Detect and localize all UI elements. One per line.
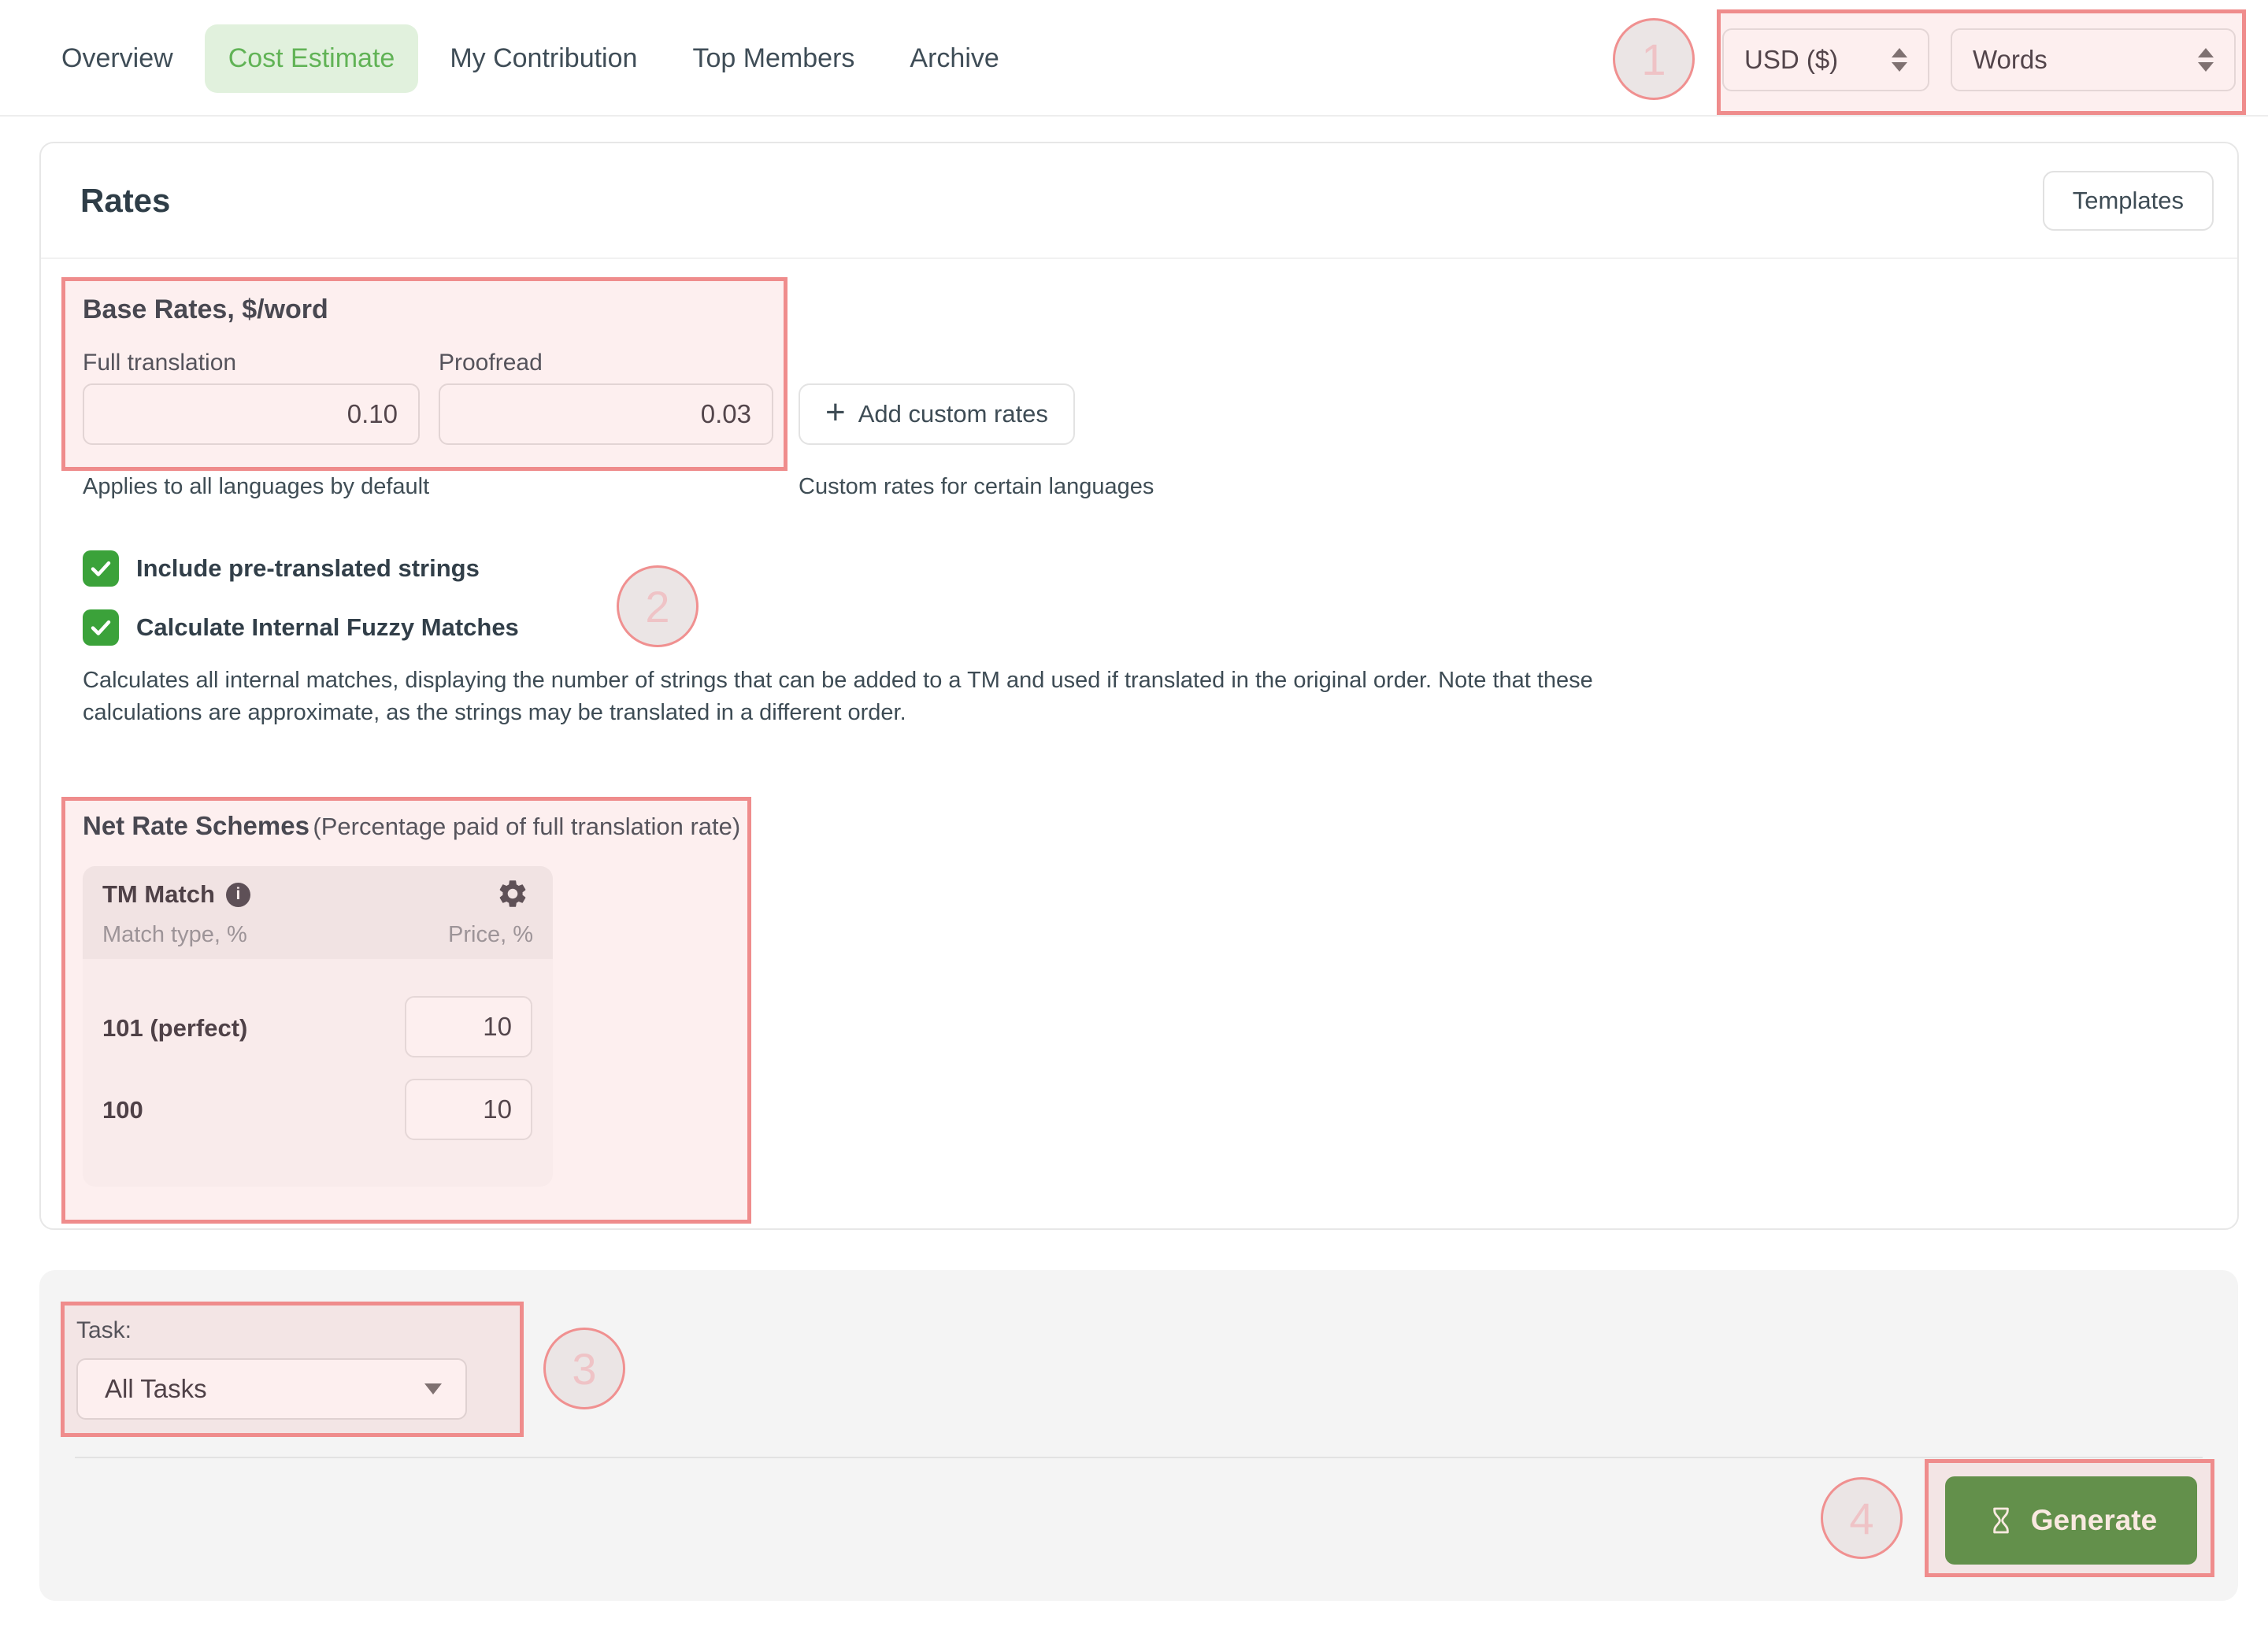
annotation-circle-4: 4 (1821, 1477, 1903, 1559)
hourglass-icon (1993, 1507, 2009, 1534)
proofread-rate-input[interactable] (439, 383, 773, 445)
select-arrows-icon (2198, 48, 2214, 72)
select-arrows-icon (1892, 48, 1907, 72)
base-rates-caption: Applies to all languages by default (83, 474, 430, 499)
rates-card: Rates Templates Base Rates, $/word Full … (39, 142, 2239, 1230)
price-101-input[interactable] (405, 996, 532, 1057)
top-navigation: Overview Cost Estimate My Contribution T… (0, 0, 2268, 117)
annotation-circle-2: 2 (617, 565, 699, 647)
tab-top-members[interactable]: Top Members (692, 43, 855, 73)
price-100-input[interactable] (405, 1079, 532, 1140)
units-select[interactable]: Words (1951, 28, 2236, 91)
tab-archive[interactable]: Archive (910, 43, 999, 73)
generate-button[interactable]: Generate (1945, 1476, 2197, 1565)
annotation-circle-1: 1 (1613, 18, 1695, 100)
info-icon[interactable]: i (225, 882, 250, 907)
tm-match-card: TM Match i Match type, % Price, % 101 (p… (83, 866, 553, 1187)
generate-button-label: Generate (2030, 1504, 2158, 1536)
fuzzy-matches-note: Calculates all internal matches, display… (83, 668, 1593, 725)
tab-my-contribution[interactable]: My Contribution (450, 43, 638, 73)
fuzzy-matches-option: Calculate Internal Fuzzy Matches (83, 609, 519, 646)
tab-bar: Overview Cost Estimate My Contribution T… (38, 0, 1023, 117)
match-type-column-header: Match type, % (102, 922, 247, 947)
net-rate-schemes-subtitle: (Percentage paid of full translation rat… (313, 813, 741, 840)
tm-match-card-header: TM Match i Match type, % Price, % (83, 866, 553, 959)
match-type-100-label: 100 (102, 1096, 143, 1124)
checkbox-checked-icon[interactable] (83, 550, 119, 587)
units-select-value: Words (1973, 45, 2048, 74)
proofread-label: Proofread (439, 350, 543, 376)
task-select[interactable]: All Tasks (76, 1358, 467, 1420)
tab-overview[interactable]: Overview (61, 43, 173, 73)
divider (75, 1457, 2203, 1458)
net-rate-schemes-title: Net Rate Schemes (83, 811, 309, 840)
task-label: Task: (76, 1317, 132, 1343)
add-custom-rates-label: Add custom rates (858, 400, 1048, 428)
price-column-header: Price, % (448, 922, 533, 947)
task-select-value: All Tasks (105, 1374, 207, 1403)
annotation-circle-3: 3 (543, 1328, 625, 1409)
pre-translated-option: Include pre-translated strings (83, 550, 480, 587)
generate-section: Task: All Tasks Generate 3 4 (39, 1270, 2238, 1601)
templates-button[interactable]: Templates (2042, 170, 2214, 231)
tm-match-title: TM Match (102, 880, 215, 908)
checkbox-checked-icon[interactable] (83, 609, 119, 646)
plus-icon: + (825, 393, 846, 431)
tab-cost-estimate[interactable]: Cost Estimate (204, 24, 419, 93)
currency-select-value: USD ($) (1744, 45, 1839, 74)
base-rates-title: Base Rates, $/word (83, 294, 328, 324)
net-rate-schemes-header: Net Rate Schemes (Percentage paid of ful… (83, 811, 740, 841)
currency-select[interactable]: USD ($) (1722, 28, 1929, 91)
add-custom-rates-button[interactable]: + Add custom rates (799, 383, 1075, 445)
fuzzy-matches-label: Calculate Internal Fuzzy Matches (136, 613, 519, 641)
chevron-down-icon (424, 1383, 442, 1394)
rates-title: Rates (80, 181, 171, 219)
custom-rates-caption: Custom rates for certain languages (799, 474, 1154, 499)
rates-card-header: Rates Templates (41, 143, 2237, 259)
pre-translated-label: Include pre-translated strings (136, 554, 480, 582)
full-translation-rate-input[interactable] (83, 383, 420, 445)
match-type-101-label: 101 (perfect) (102, 1014, 248, 1042)
full-translation-label: Full translation (83, 350, 237, 376)
gear-icon[interactable] (496, 877, 529, 914)
